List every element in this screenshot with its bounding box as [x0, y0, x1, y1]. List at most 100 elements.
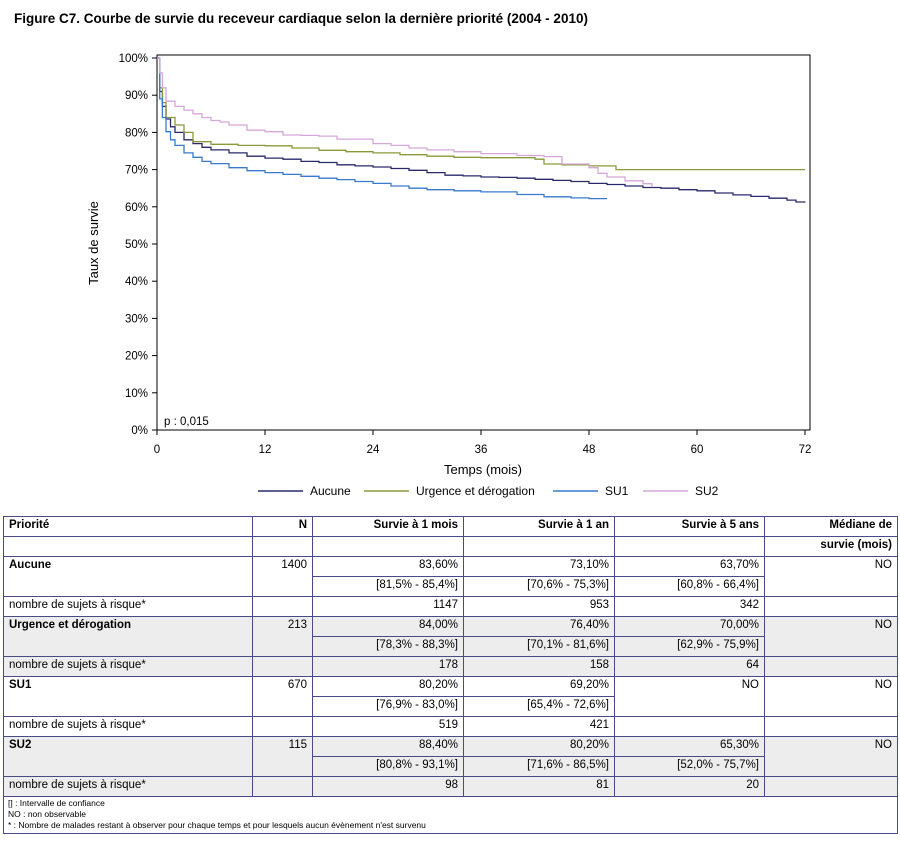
header-survie-5-ans: Survie à 5 ans [614, 516, 765, 537]
empty-cell [252, 776, 313, 797]
empty-cell [3, 576, 253, 597]
at-risk-5-years [614, 716, 765, 737]
empty-cell [252, 596, 313, 617]
empty-cell [764, 576, 898, 597]
legend-label: SU2 [695, 484, 719, 498]
at-risk-1-year: 953 [463, 596, 615, 617]
x-axis-label: Temps (mois) [444, 462, 522, 477]
y-tick-label: 40% [125, 276, 148, 288]
x-tick-label: 0 [154, 444, 160, 456]
ci-5-years: [60,8% - 66,4%] [614, 576, 765, 597]
y-axis-label: Taux de survie [86, 201, 101, 285]
at-risk-1-year: 158 [463, 656, 615, 677]
group-name: Aucune [3, 556, 253, 577]
ci-1-year: [71,6% - 86,5%] [463, 756, 615, 777]
at-risk-label: nombre de sujets à risque* [3, 596, 253, 617]
at-risk-1-month: 178 [312, 656, 464, 677]
y-tick-label: 70% [125, 165, 148, 177]
group-n: 670 [252, 676, 313, 697]
at-risk-5-years: 20 [614, 776, 765, 797]
empty-cell [764, 756, 898, 777]
empty-cell [764, 776, 898, 797]
table-notes-row: [] : Intervalle de confiance NO : non obs… [3, 796, 898, 834]
empty-cell [764, 596, 898, 617]
median-survival: NO [764, 616, 898, 637]
note-line: [] : Intervalle de confiance [8, 798, 105, 808]
at-risk-1-month: 519 [312, 716, 464, 737]
at-risk-label: nombre de sujets à risque* [3, 716, 253, 737]
at-risk-5-years: 342 [614, 596, 765, 617]
at-risk-1-year: 81 [463, 776, 615, 797]
legend-label: SU1 [605, 484, 629, 498]
table-row-at-risk: nombre de sujets à risque* 519 421 [3, 716, 898, 737]
survival-1-year: 76,40% [463, 616, 615, 637]
table-row-ci: [76,9% - 83,0%] [65,4% - 72,6%] [3, 696, 898, 717]
group-n: 115 [252, 736, 313, 757]
survival-5-years: 70,00% [614, 616, 765, 637]
group-name: SU1 [3, 676, 253, 697]
survival-1-year: 73,10% [463, 556, 615, 577]
header-survie-1-an: Survie à 1 an [463, 516, 615, 537]
legend-label: Urgence et dérogation [416, 484, 535, 498]
survival-curves [157, 57, 806, 203]
header-priorite: Priorité [3, 516, 253, 537]
y-tick-label: 30% [125, 313, 148, 325]
group-n: 213 [252, 616, 313, 637]
header-mediane-unit: survie (mois) [764, 536, 898, 557]
chart-legend: Aucune Urgence et dérogation SU1 SU2 [258, 484, 719, 498]
table-row-at-risk: nombre de sujets à risque* 1147 953 342 [3, 596, 898, 617]
x-tick-label: 36 [475, 444, 488, 456]
empty-cell [252, 656, 313, 677]
y-tick-label: 50% [125, 239, 148, 251]
ci-1-month: [76,9% - 83,0%] [312, 696, 464, 717]
x-tick-label: 48 [583, 444, 596, 456]
median-survival: NO [764, 676, 898, 697]
survival-1-month: 80,20% [312, 676, 464, 697]
empty-cell [764, 696, 898, 717]
empty-cell [3, 636, 253, 657]
survival-1-year: 69,20% [463, 676, 615, 697]
p-value-annotation: p : 0,015 [164, 416, 209, 428]
header-mediane: Médiane de [764, 516, 898, 537]
empty-cell [252, 716, 313, 737]
y-tick-label: 60% [125, 202, 148, 214]
y-tick-label: 80% [125, 127, 148, 139]
ci-1-month: [80,8% - 93,1%] [312, 756, 464, 777]
y-axis: 0% 10% 20% 30% 40% 50% 60% 70% 80% 90% 100% [119, 53, 157, 437]
at-risk-1-year: 421 [463, 716, 615, 737]
median-survival: NO [764, 556, 898, 577]
ci-5-years: [52,0% - 75,7%] [614, 756, 765, 777]
at-risk-label: nombre de sujets à risque* [3, 776, 253, 797]
empty-cell [764, 716, 898, 737]
y-tick-label: 100% [119, 53, 148, 65]
empty-cell [764, 656, 898, 677]
y-tick-label: 20% [125, 351, 148, 363]
series-line-aucune [157, 57, 806, 203]
figure-title: Figure C7. Courbe de survie du receveur … [14, 11, 588, 26]
table-row: Urgence et dérogation 213 84,00% 76,40% 70,0… [3, 616, 898, 637]
table-row-at-risk: nombre de sujets à risque* 178 158 64 [3, 656, 898, 677]
at-risk-5-years: 64 [614, 656, 765, 677]
table-row-ci: [80,8% - 93,1%] [71,6% - 86,5%] [52,0% - 7… [3, 756, 898, 777]
median-survival: NO [764, 736, 898, 757]
header-survie-1-mois: Survie à 1 mois [312, 516, 464, 537]
ci-1-year: [70,6% - 75,3%] [463, 576, 615, 597]
header-n: N [252, 516, 313, 537]
series-line-su2 [157, 57, 653, 188]
x-tick-label: 24 [367, 444, 380, 456]
empty-cell [252, 696, 313, 717]
table-header-row-2: survie (mois) [3, 536, 898, 557]
group-name: SU2 [3, 736, 253, 757]
empty-cell [764, 636, 898, 657]
ci-5-years: [62,9% - 75,9%] [614, 636, 765, 657]
table-row-at-risk: nombre de sujets à risque* 98 81 20 [3, 776, 898, 797]
survival-1-month: 88,40% [312, 736, 464, 757]
table-row: SU2 115 88,40% 80,20% 65,30% NO [3, 736, 898, 757]
survival-5-years: NO [614, 676, 765, 697]
empty-cell [3, 696, 253, 717]
ci-1-month: [81,5% - 85,4%] [312, 576, 464, 597]
series-line-su1 [157, 57, 607, 200]
survival-table: Priorité N Survie à 1 mois Survie à 1 an… [3, 516, 898, 834]
x-axis: 0 12 24 36 48 60 72 [154, 430, 811, 456]
y-tick-label: 90% [125, 90, 148, 102]
